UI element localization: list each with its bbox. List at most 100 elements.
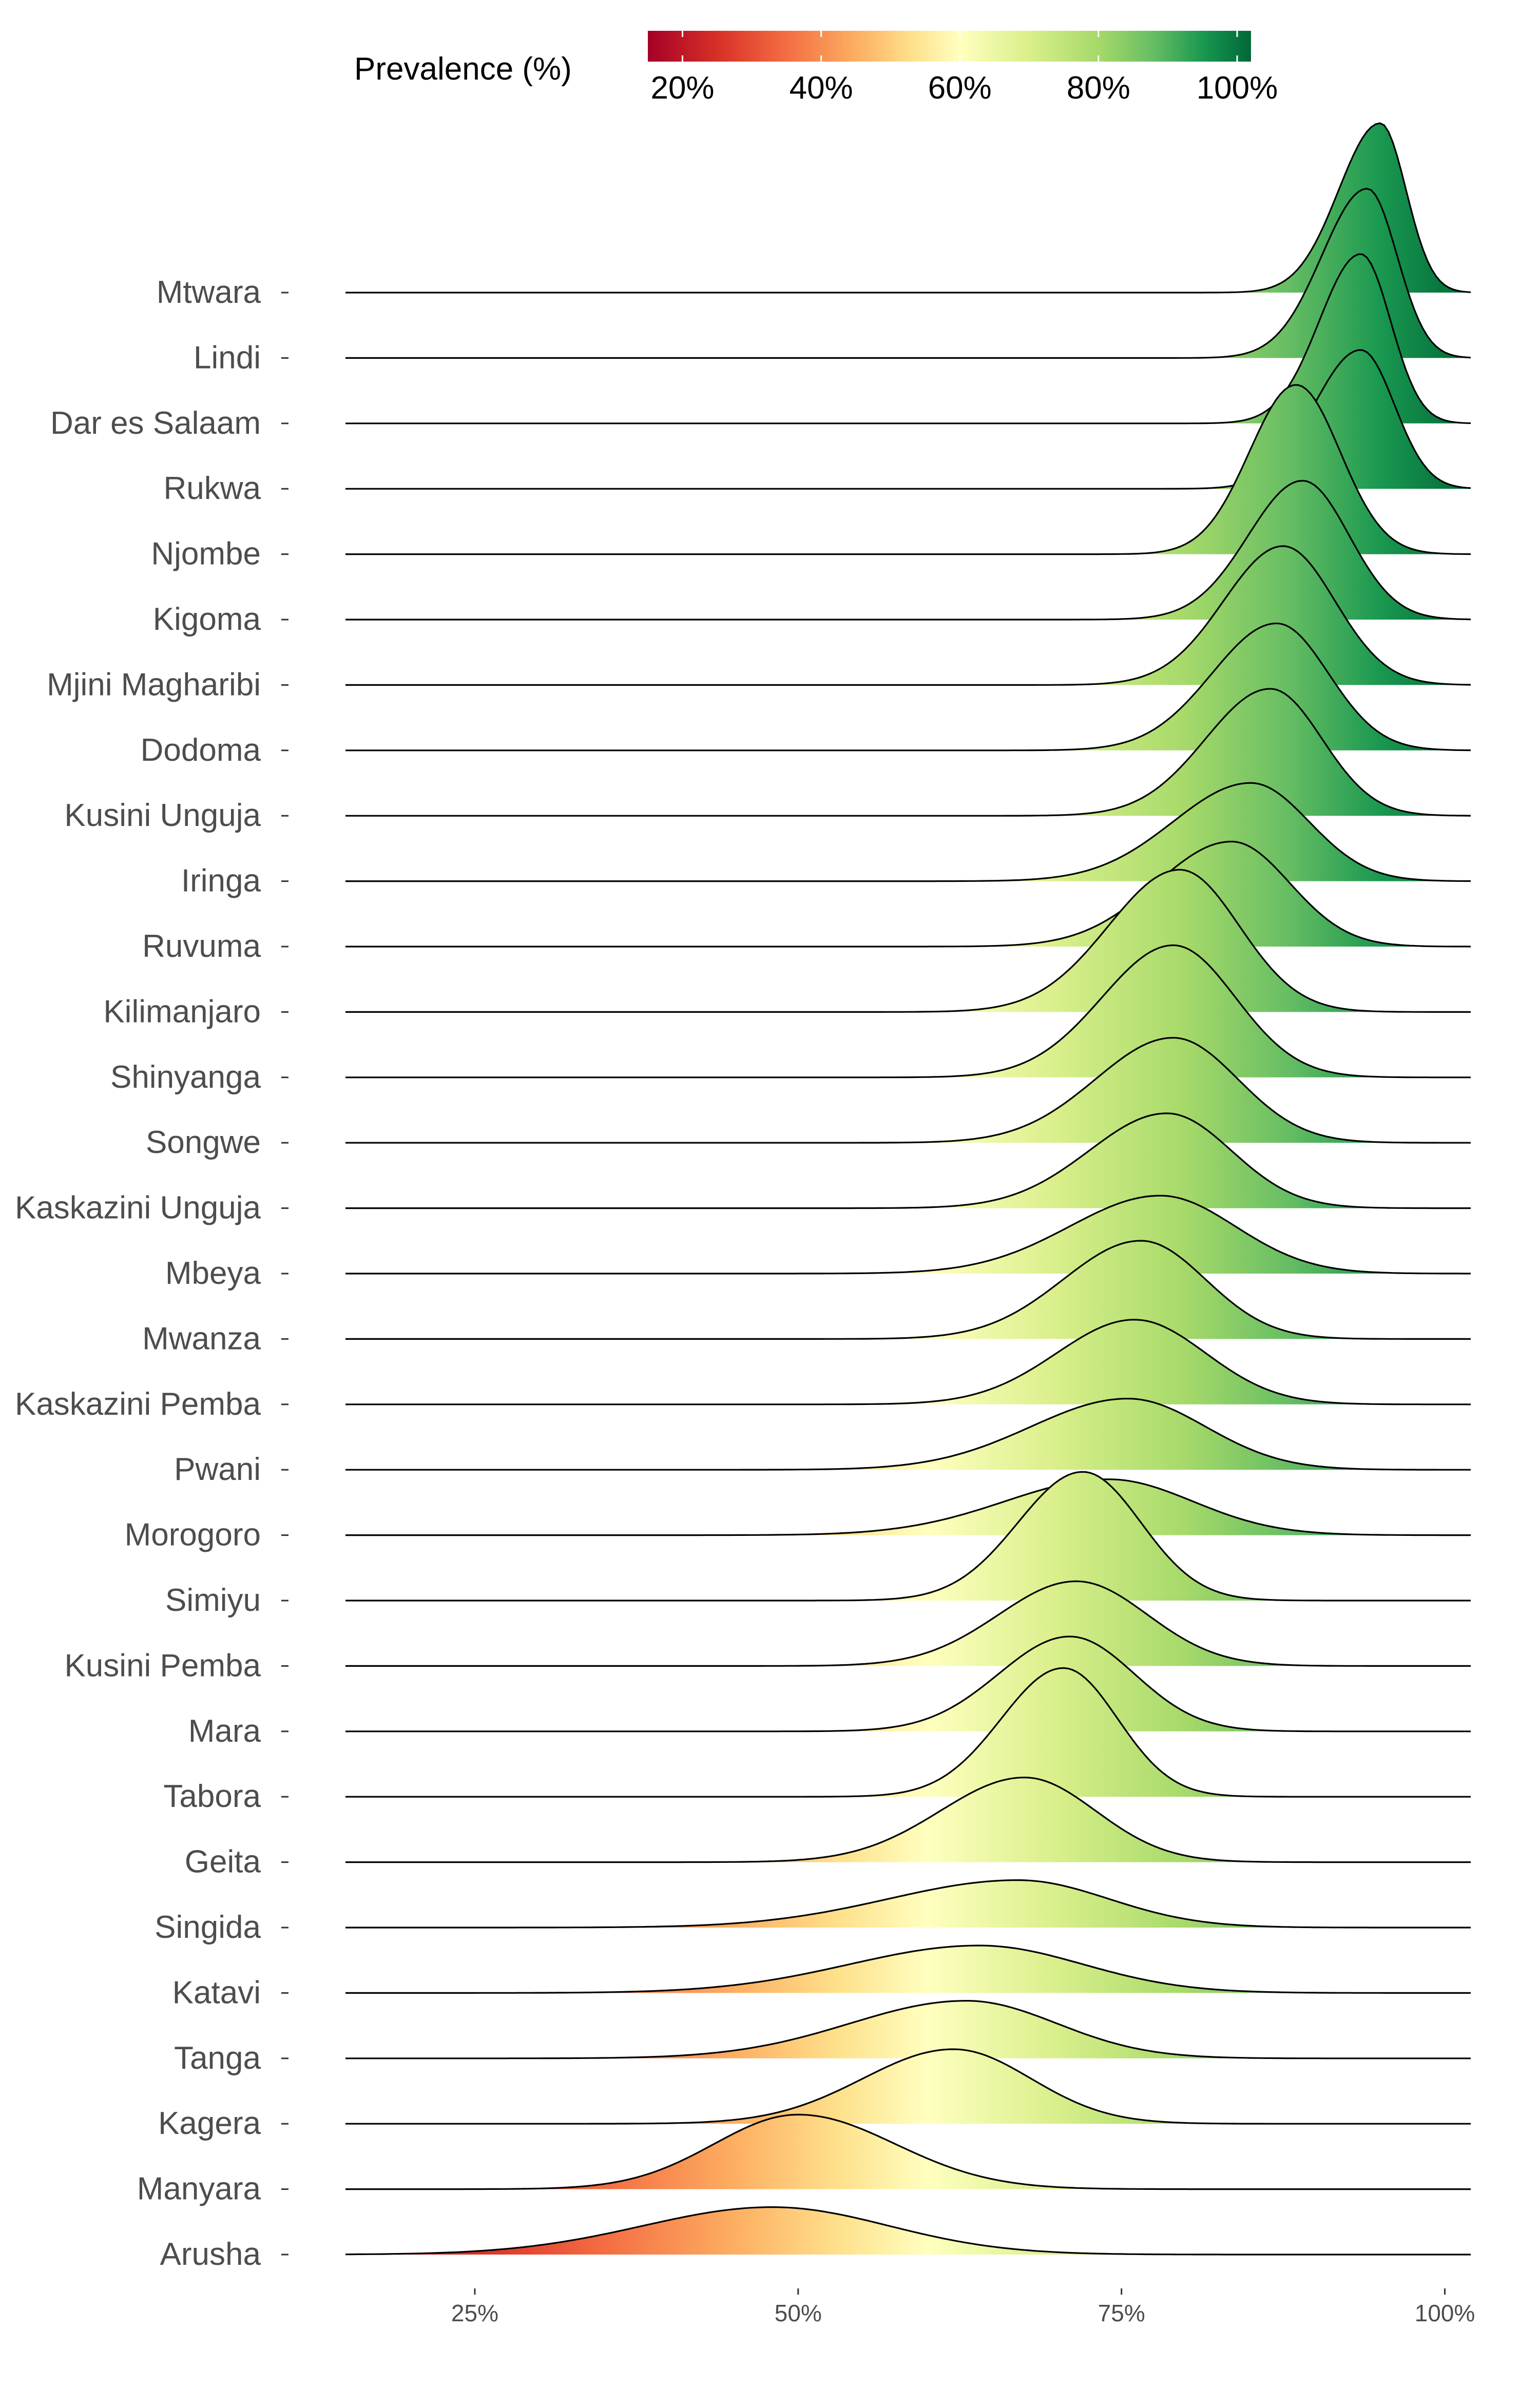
legend-tick-label: 100% — [1197, 70, 1278, 106]
ridge-arusha — [345, 2206, 1471, 2256]
legend-tick-label: 60% — [928, 70, 992, 106]
ridge-area — [345, 2114, 1471, 2189]
region-label: Iringa — [181, 863, 261, 899]
legend-tick-label: 20% — [650, 70, 714, 106]
ridge-mwanza — [345, 1240, 1471, 1340]
ridge-line — [345, 1478, 1471, 1536]
region-label: Kigoma — [153, 602, 261, 637]
ridge-line — [345, 2048, 1471, 2125]
ridge-line — [345, 622, 1471, 752]
ridge-morogoro — [345, 1478, 1471, 1536]
region-label: Kusini Pemba — [64, 1648, 261, 1683]
x-tick-label: 50% — [775, 2300, 822, 2326]
y-axis-labels: Mtwara Lindi Dar es Salaam Rukwa Njombe Kigom… — [15, 275, 288, 2272]
ridge-line — [345, 2206, 1471, 2256]
ridge-area — [345, 1241, 1471, 1339]
ridge-area — [345, 384, 1471, 554]
ridge-kaskazini-unguja — [345, 1112, 1471, 1209]
region-label: Manyara — [137, 2171, 261, 2207]
ridge-kagera — [345, 2048, 1471, 2125]
ridge-line — [345, 1319, 1471, 1406]
region-label: Songwe — [146, 1125, 261, 1160]
ridge-line — [345, 1471, 1471, 1602]
region-label: Morogoro — [125, 1517, 261, 1553]
ridge-area — [345, 1479, 1471, 1535]
ridge-area — [345, 350, 1471, 489]
region-label: Lindi — [194, 340, 261, 375]
region-label: Simiyu — [165, 1583, 261, 1618]
ridge-area — [345, 1398, 1471, 1470]
ridge-line — [345, 2000, 1471, 2059]
ridge-area — [345, 1880, 1471, 1928]
region-label: Njombe — [151, 536, 261, 572]
ridge-pwani — [345, 1397, 1471, 1471]
ridge-area — [345, 2049, 1471, 2124]
region-label: Shinyanga — [110, 1060, 261, 1095]
ridge-line — [345, 1580, 1471, 1667]
ridge-tabora — [345, 1667, 1471, 1798]
ridge-mara — [345, 1635, 1471, 1732]
ridge-mjini-magharibi — [345, 545, 1471, 686]
ridge-area — [345, 1581, 1471, 1666]
ridge-line — [345, 782, 1471, 882]
region-label: Mbeya — [165, 1256, 261, 1291]
ridge-geita — [345, 1776, 1471, 1863]
ridge-line — [345, 1667, 1471, 1798]
x-axis: 25% 50% 75% 100% — [451, 2288, 1475, 2326]
ridge-kusini-pemba — [345, 1580, 1471, 1667]
ridge-area — [345, 123, 1471, 293]
ridge-area — [345, 1472, 1471, 1601]
region-label: Kaskazini Unguja — [15, 1190, 261, 1226]
region-label: Ruvuma — [142, 929, 261, 964]
ridge-area — [345, 546, 1471, 685]
ridge-area — [345, 1037, 1471, 1143]
ridge-line — [345, 1195, 1471, 1275]
region-label: Kusini Unguja — [64, 798, 261, 833]
ridge-songwe — [345, 1036, 1471, 1144]
region-label: Katavi — [172, 1975, 261, 2010]
region-label: Geita — [185, 1844, 261, 1880]
ridge-area — [345, 1637, 1471, 1731]
region-label: Arusha — [160, 2237, 261, 2272]
x-tick-label: 75% — [1098, 2300, 1145, 2326]
region-label: Mtwara — [157, 275, 261, 310]
ridge-singida — [345, 1879, 1471, 1929]
x-tick-label: 100% — [1415, 2300, 1475, 2326]
ridge-line — [345, 1112, 1471, 1209]
region-label: Tabora — [163, 1779, 261, 1814]
ridge-line — [345, 1397, 1471, 1471]
ridge-area — [345, 1113, 1471, 1208]
ridge-area — [345, 1668, 1471, 1797]
region-label: Mara — [188, 1714, 261, 1749]
ridge-tanga — [345, 2000, 1471, 2059]
legend-title: Prevalence (%) — [354, 51, 572, 87]
legend: Prevalence (%) 20% 40% 60% 80% 100% — [354, 31, 1278, 106]
ridge-line — [345, 1036, 1471, 1144]
ridge-area — [345, 1319, 1471, 1404]
ridge-njombe — [345, 384, 1471, 555]
legend-tick-label: 80% — [1067, 70, 1130, 106]
ridges — [345, 122, 1471, 2256]
ridge-line — [345, 479, 1471, 621]
ridge-area — [345, 623, 1471, 750]
region-label: Dar es Salaam — [50, 406, 261, 441]
ridge-area — [345, 480, 1471, 620]
region-label: Mwanza — [142, 1321, 261, 1356]
ridge-kigoma — [345, 479, 1471, 621]
region-label: Pwani — [174, 1452, 261, 1487]
region-label: Rukwa — [163, 471, 261, 506]
ridge-line — [345, 384, 1471, 555]
region-label: Dodoma — [141, 733, 261, 768]
ridge-line — [345, 187, 1471, 359]
ridge-line — [345, 688, 1471, 817]
ridge-mtwara — [345, 122, 1471, 294]
ridge-area — [345, 688, 1471, 816]
ridge-area — [345, 1196, 1471, 1274]
region-label: Tanga — [174, 2040, 261, 2076]
legend-ticks: 20% 40% 60% 80% 100% — [650, 31, 1278, 106]
ridge-kusini-unguja — [345, 688, 1471, 817]
ridge-line — [345, 1240, 1471, 1340]
region-label: Kagera — [158, 2106, 261, 2141]
legend-colorbar — [648, 31, 1251, 62]
